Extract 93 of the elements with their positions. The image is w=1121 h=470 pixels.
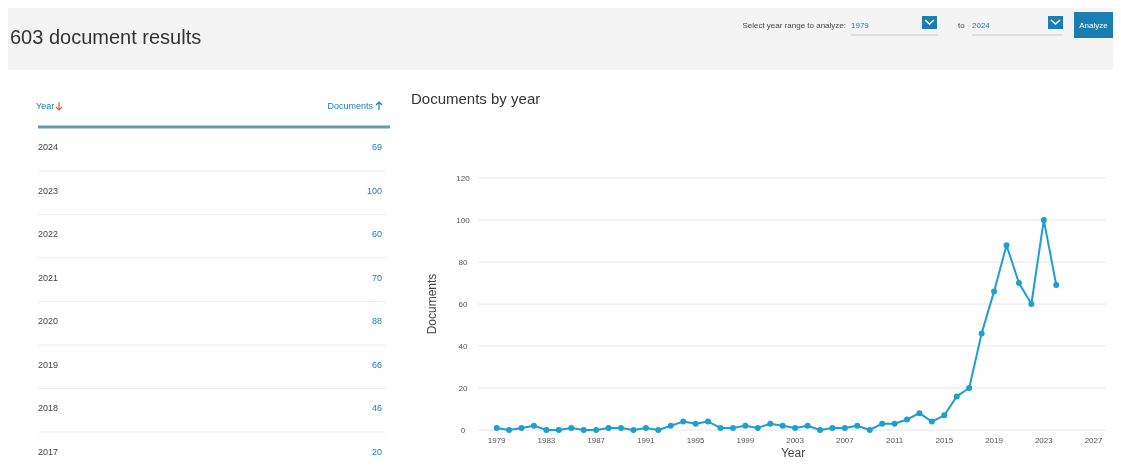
point — [705, 418, 712, 425]
x-tick-label: 2003 — [786, 436, 805, 445]
x-tick-label: 2023 — [1034, 436, 1054, 445]
text: 2024 — [38, 142, 59, 152]
x-tick-label: 2007 — [835, 436, 855, 445]
point — [543, 427, 550, 433]
text: to — [958, 21, 966, 30]
text: 1979 — [851, 21, 870, 30]
text: 2024 — [972, 21, 991, 30]
text: 2020 — [38, 316, 59, 326]
point — [941, 412, 948, 419]
point — [1015, 280, 1022, 286]
text: 2023 — [38, 185, 59, 196]
point — [618, 424, 625, 431]
point — [530, 422, 537, 429]
point — [891, 420, 898, 427]
y-tick-label: 80 — [458, 258, 468, 267]
x-tick-label: 2011 — [885, 436, 904, 445]
x-tick-label: 2027 — [1084, 436, 1104, 445]
y-tick-label: 100 — [456, 216, 471, 225]
point — [667, 422, 674, 429]
point — [1003, 242, 1010, 249]
point — [754, 424, 761, 431]
point — [792, 424, 799, 431]
text: Year — [36, 101, 55, 111]
x-tick-label: 1995 — [686, 436, 706, 445]
x-tick-label: 1979 — [487, 436, 507, 445]
x-tick-label: 2015 — [935, 436, 954, 445]
point — [829, 424, 836, 431]
point — [767, 420, 774, 427]
text: 20 — [371, 446, 382, 457]
point — [555, 427, 562, 433]
point — [568, 424, 575, 431]
x-tick-label: 2019 — [985, 436, 1004, 445]
point — [692, 420, 699, 427]
x-axis-title: Year — [780, 446, 806, 460]
text: 2021 — [38, 272, 59, 283]
x-tick-label: 1999 — [736, 436, 755, 445]
x-tick-label: 1987 — [587, 436, 606, 445]
text: 2018 — [38, 403, 59, 413]
point — [1053, 282, 1060, 289]
y-tick-label: 20 — [458, 384, 468, 393]
point — [804, 422, 811, 429]
point — [580, 427, 587, 433]
point — [518, 424, 525, 431]
point — [879, 420, 886, 427]
point — [953, 393, 960, 400]
point — [493, 424, 500, 431]
y-tick-label: 120 — [456, 174, 471, 183]
point — [680, 418, 687, 425]
point — [866, 427, 873, 433]
point — [1040, 217, 1047, 223]
point — [605, 424, 612, 431]
text: 2019 — [38, 359, 59, 370]
point — [742, 422, 749, 429]
text: 70 — [371, 272, 382, 283]
point — [779, 422, 786, 429]
text: 100 — [366, 185, 382, 196]
point — [816, 427, 823, 433]
chart-title: Documents by year — [411, 90, 541, 107]
point — [1028, 301, 1035, 307]
text: 2017 — [38, 446, 59, 457]
point — [729, 424, 736, 431]
text: 60 — [371, 229, 382, 239]
y-tick-label: 60 — [458, 300, 468, 309]
text: 88 — [371, 316, 382, 326]
text: 66 — [371, 359, 382, 370]
point — [655, 427, 662, 433]
text: 603 document results — [10, 26, 202, 48]
text: 69 — [371, 142, 382, 152]
point — [978, 330, 985, 337]
text: Analyze — [1079, 21, 1109, 30]
text: 46 — [371, 403, 382, 413]
point — [904, 416, 911, 423]
y-tick-label: 40 — [458, 342, 468, 351]
text: Documents — [327, 101, 374, 111]
text: 2022 — [38, 229, 59, 239]
point — [854, 422, 861, 429]
point — [916, 410, 923, 417]
x-tick-label: 1991 — [636, 436, 656, 445]
point — [593, 427, 600, 433]
point — [506, 427, 513, 433]
y-axis-title: Documents — [425, 273, 439, 335]
point — [841, 424, 848, 431]
point — [717, 424, 724, 431]
point — [928, 418, 935, 425]
point — [642, 424, 649, 431]
x-tick-label: 1983 — [537, 436, 556, 445]
point — [630, 427, 637, 433]
point — [966, 385, 973, 391]
text: Select year range to analyze: — [742, 21, 846, 30]
y-tick-label: 0 — [460, 426, 466, 435]
point — [991, 288, 998, 295]
